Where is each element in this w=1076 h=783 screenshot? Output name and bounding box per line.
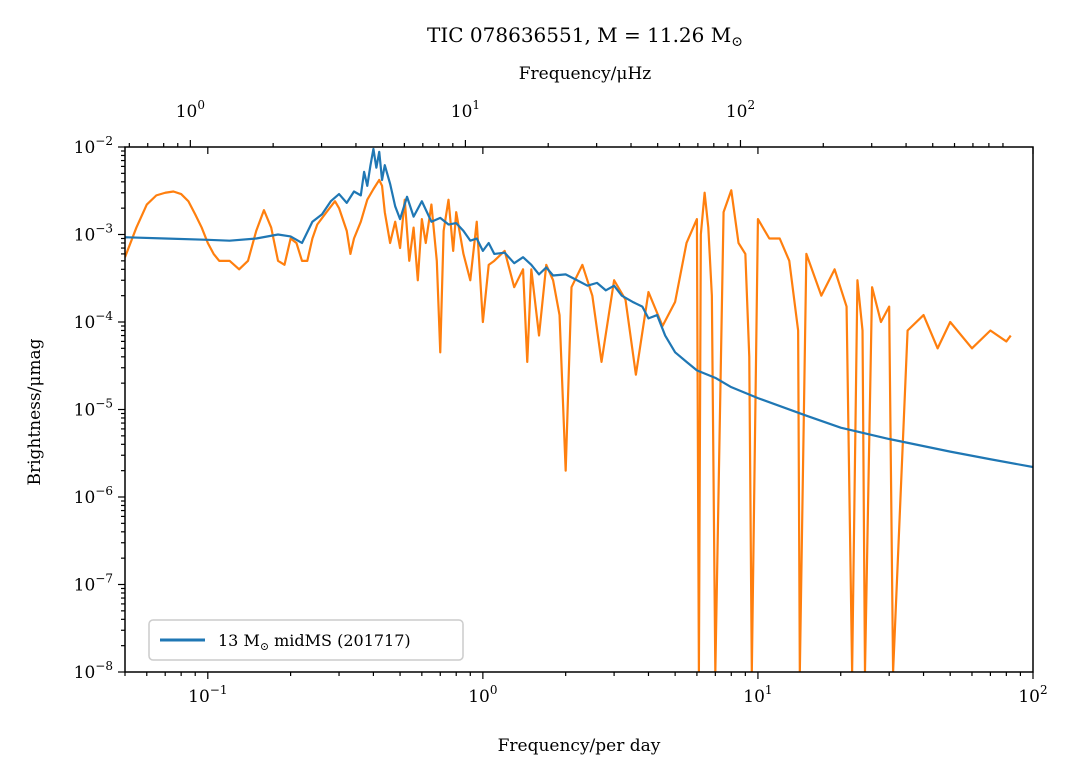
top-x-axis-label: Frequency/μHz bbox=[519, 64, 652, 84]
x-tick-label: 101 bbox=[743, 683, 772, 707]
series-line-blue bbox=[125, 147, 1033, 469]
y-tick-label: 10−6 bbox=[74, 484, 113, 508]
legend-label: 13 M⊙ midMS (201717) bbox=[218, 631, 411, 653]
top-x-tick-label: 101 bbox=[451, 98, 480, 122]
y-tick-label: 10−2 bbox=[74, 134, 113, 158]
legend: 13 M⊙ midMS (201717) bbox=[148, 619, 464, 661]
y-tick-label: 10−5 bbox=[74, 397, 113, 421]
y-tick-label: 10−8 bbox=[74, 659, 113, 683]
top-x-tick-label: 102 bbox=[726, 98, 755, 122]
x-tick-label: 10−1 bbox=[188, 683, 227, 707]
y-tick-label: 10−4 bbox=[74, 309, 114, 333]
series-line-orange bbox=[125, 178, 1012, 672]
chart-title: TIC 078636551, M = 11.26 M⊙ bbox=[427, 23, 743, 50]
y-tick-label: 10−7 bbox=[74, 572, 113, 596]
x-tick-label: 102 bbox=[1018, 683, 1047, 707]
y-tick-label: 10−3 bbox=[74, 222, 113, 246]
legend-box bbox=[148, 619, 464, 661]
top-x-tick-label: 100 bbox=[176, 98, 205, 122]
x-axis-label: Frequency/per day bbox=[498, 736, 661, 756]
x-tick-label: 100 bbox=[468, 683, 497, 707]
plot-area: 10−1 100 101 102 100 101 102 10−8 10−7 10−6 10−5 10… bbox=[74, 98, 1048, 707]
y-axis-label: Brightness/μmag bbox=[25, 338, 45, 485]
